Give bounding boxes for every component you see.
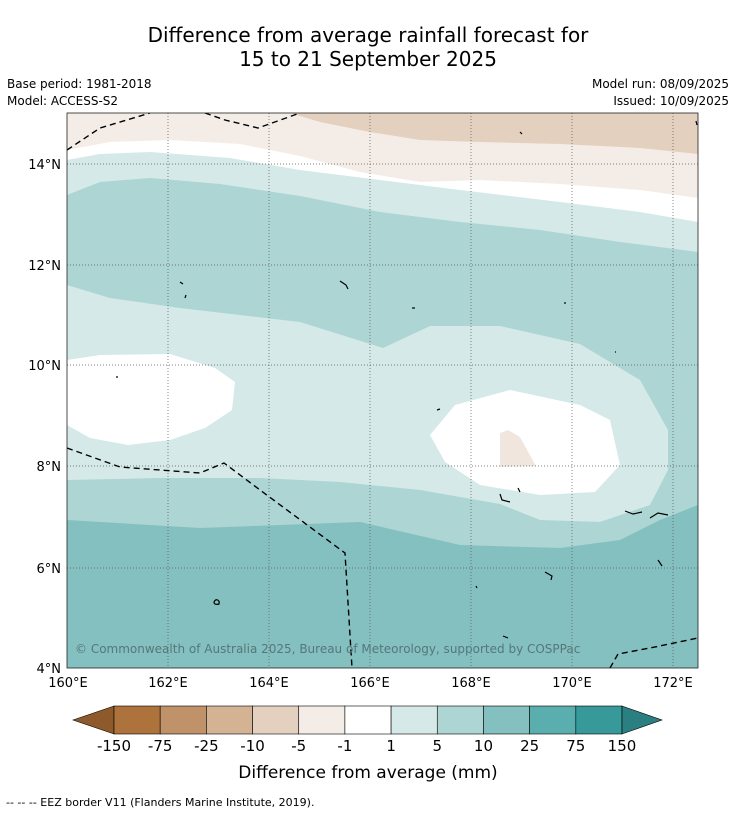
zone-minus-5-spot [500,430,536,467]
colorbar-tick-label: -75 [148,737,173,755]
colorbar-swatch [390,705,438,735]
lat-label: 4°N [37,662,62,677]
colorbar-swatch [252,705,300,735]
colorbar-tick-labels: -150 -75 -25 -10 -5 -1 1 5 10 25 75 150 [97,737,636,755]
colorbar-tick-label: -1 [337,737,352,755]
base-period-label: Base period: 1981-2018 [7,77,152,91]
copyright-notice: © Commonwealth of Australia 2025, Bureau… [75,642,580,656]
model-label: Model: ACCESS-S2 [7,94,119,108]
zone-neutral-east [430,390,620,495]
colorbar-swatch [344,705,392,735]
lon-label: 166°E [350,676,390,691]
issued-label: Issued: 10/09/2025 [613,94,729,108]
lon-label: 168°E [451,676,491,691]
map-title-line2: 15 to 21 September 2025 [239,47,497,71]
lat-label: 12°N [28,259,61,274]
colorbar-tick-label: -25 [194,737,219,755]
lon-label: 172°E [653,676,693,691]
eez-border [67,113,698,668]
colorbar-extend-low [72,705,115,735]
zone-neutral-west [67,354,235,445]
map-panel: © Commonwealth of Australia 2025, Bureau… [67,113,698,668]
colorbar-tick-label: 75 [566,737,585,755]
colorbar-swatch [206,705,253,735]
colorbar-swatch [159,705,207,735]
model-run-label: Model run: 08/09/2025 [591,77,729,91]
colorbar-swatch [575,705,623,735]
lat-label: 8°N [37,460,62,475]
lat-label: 6°N [37,562,62,577]
lat-label: 14°N [28,158,61,173]
islands [116,120,698,639]
colorbar-tick-label: -5 [291,737,306,755]
colorbar [72,705,663,735]
colorbar-swatch [529,705,577,735]
map-title-line1: Difference from average rainfall forecas… [147,23,589,47]
latitude-labels: 14°N 12°N 10°N 8°N 6°N 4°N [28,158,61,677]
colorbar-tick-label: 1 [386,737,396,755]
colorbar-tick-label: -10 [240,737,265,755]
lon-label: 170°E [552,676,592,691]
colorbar-swatch [436,705,484,735]
colorbar-tick-label: 5 [432,737,442,755]
lon-label: 162°E [148,676,188,691]
colorbar-swatch [113,705,161,735]
colorbar-swatch [483,705,530,735]
colorbar-swatch [298,705,346,735]
colorbar-title: Difference from average (mm) [238,763,497,783]
zone-minus-10-to-minus-5 [290,113,698,154]
map-frame [66,112,699,669]
eez-footnote: -- -- -- EEZ border V11 (Flanders Marine… [6,796,315,809]
colorbar-tick-label: 25 [520,737,539,755]
colorbar-tick-label: 150 [608,737,637,755]
colorbar-extend-high [621,705,663,735]
longitude-labels: 160°E 162°E 164°E 166°E 168°E 170°E 172°… [48,676,693,691]
lat-label: 10°N [28,359,61,374]
lon-label: 164°E [249,676,289,691]
lon-label: 160°E [48,676,88,691]
graticule [67,113,698,668]
colorbar-tick-label: 10 [474,737,493,755]
colorbar-tick-label: -150 [97,737,131,755]
